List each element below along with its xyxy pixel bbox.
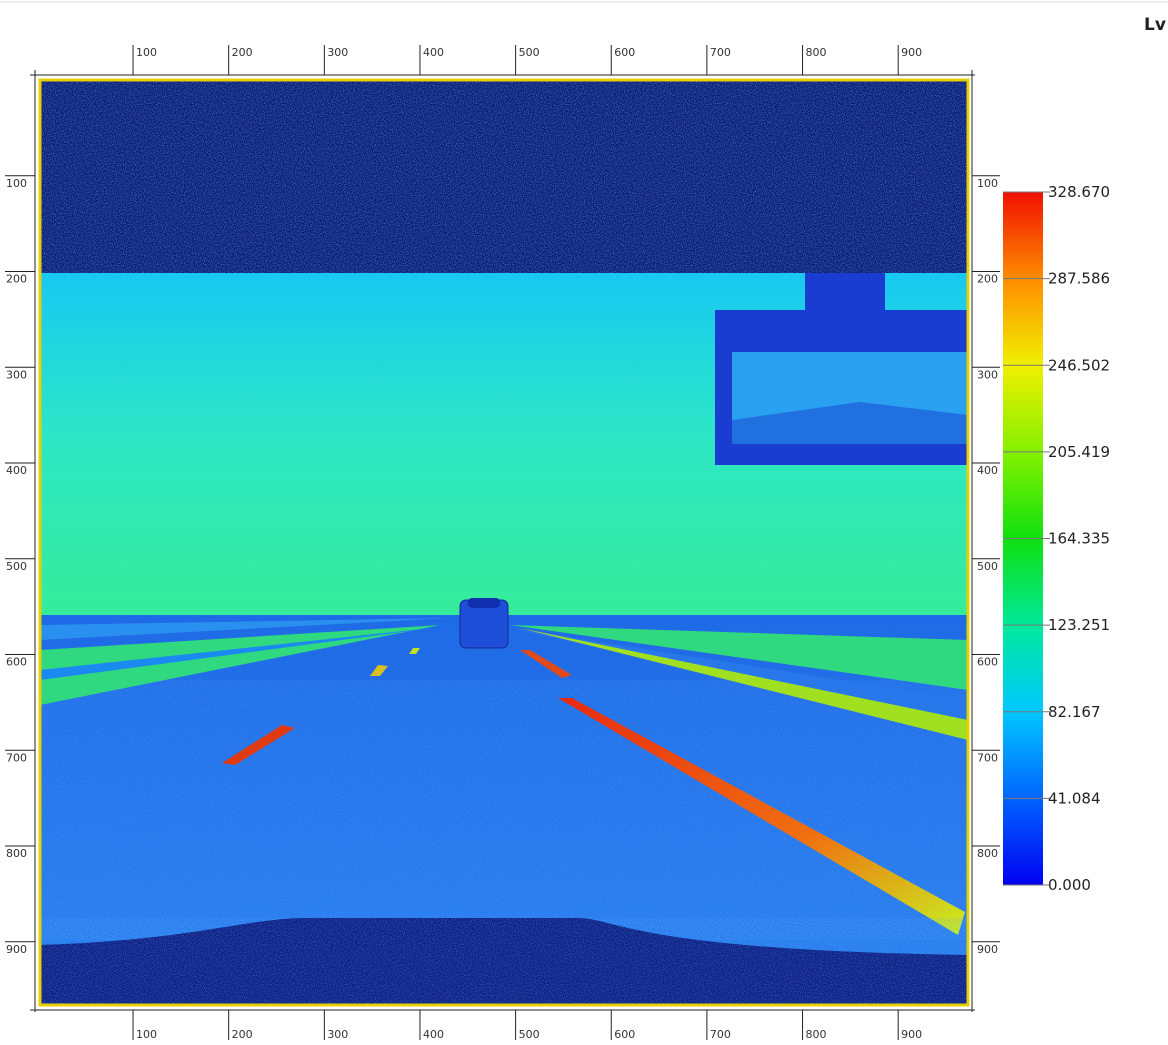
y-tick-label: 300 [977, 368, 998, 381]
y-tick-label: 300 [6, 368, 27, 381]
y-tick-label: 600 [6, 656, 27, 669]
colorbar-label: 246.502 [1048, 356, 1110, 374]
x-tick-label: 600 [614, 1028, 635, 1041]
y-tick-label: 900 [977, 943, 998, 956]
y-tick-label: 100 [6, 177, 27, 190]
colorbar-label: 82.167 [1048, 703, 1101, 721]
colorbar-label: 205.419 [1048, 443, 1110, 461]
colorbar-label: 328.670 [1048, 183, 1110, 201]
rulers: 100 100 200 200 300 300 400 400 500 500 600 600 700 7… [5, 45, 1000, 1041]
colorbar-label: 0.000 [1048, 876, 1091, 894]
x-tick-label: 900 [901, 46, 922, 59]
y-tick-label: 400 [6, 464, 27, 477]
unit-title: Lv [1144, 15, 1166, 35]
y-tick-label: 800 [6, 847, 27, 860]
x-tick-label: 500 [519, 1028, 540, 1041]
colorbar-label: 164.335 [1048, 530, 1110, 548]
x-tick-label: 500 [519, 46, 540, 59]
colorbar-label: 123.251 [1048, 616, 1110, 634]
x-tick-label: 700 [710, 46, 731, 59]
colorbar-label: 41.084 [1048, 789, 1101, 807]
x-tick-label: 600 [614, 46, 635, 59]
y-tick-label: 500 [977, 560, 998, 573]
y-tick-label: 500 [6, 560, 27, 573]
x-tick-label: 900 [901, 1028, 922, 1041]
y-tick-label: 700 [977, 751, 998, 764]
x-tick-label: 800 [806, 1028, 827, 1041]
x-tick-label: 200 [232, 1028, 253, 1041]
y-tick-label: 800 [977, 847, 998, 860]
x-tick-label: 700 [710, 1028, 731, 1041]
colorbar-label: 287.586 [1048, 270, 1110, 288]
x-tick-label: 100 [136, 46, 157, 59]
x-tick-label: 300 [327, 1028, 348, 1041]
colorbar-scale: 0.000 41.084 82.167 123.251 164.335 205.419 24… [1003, 183, 1110, 894]
x-tick-label: 300 [327, 46, 348, 59]
image-frame [38, 78, 970, 1007]
y-tick-label: 600 [977, 656, 998, 669]
x-tick-label: 800 [806, 46, 827, 59]
y-tick-label: 700 [6, 751, 27, 764]
x-tick-label: 400 [423, 46, 444, 59]
y-tick-label: 400 [977, 464, 998, 477]
y-tick-label: 100 [977, 177, 998, 190]
x-tick-label: 200 [232, 46, 253, 59]
y-tick-label: 900 [6, 943, 27, 956]
y-tick-label: 200 [6, 273, 27, 286]
x-tick-label: 400 [423, 1028, 444, 1041]
luminance-image [40, 80, 968, 1005]
x-tick-label: 100 [136, 1028, 157, 1041]
y-tick-label: 200 [977, 273, 998, 286]
